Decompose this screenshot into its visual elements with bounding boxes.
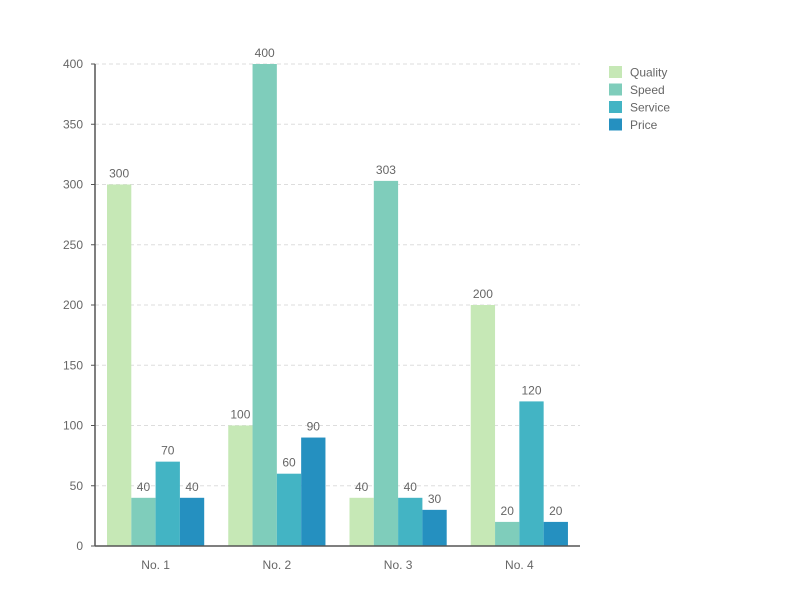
data-label: 60 <box>282 456 296 470</box>
bar-price <box>543 521 568 546</box>
y-tick-label: 50 <box>70 479 84 493</box>
bar-quality <box>107 184 132 546</box>
bar-service <box>519 401 544 546</box>
y-tick-label: 300 <box>63 178 83 192</box>
y-tick-label: 0 <box>76 539 83 553</box>
data-label: 70 <box>161 444 175 458</box>
data-label: 40 <box>185 480 199 494</box>
x-tick-label: No. 2 <box>263 558 292 572</box>
bar-quality <box>470 305 496 546</box>
x-tick-label: No. 4 <box>505 558 534 572</box>
data-label: 120 <box>521 383 541 397</box>
bar-service <box>155 461 180 546</box>
data-label: 40 <box>355 480 369 494</box>
legend-swatch-price <box>609 118 622 131</box>
y-tick-label: 200 <box>63 298 83 312</box>
legend-label: Price <box>630 118 658 132</box>
data-label: 40 <box>404 480 418 494</box>
legend-swatch-speed <box>609 83 622 96</box>
bar-quality <box>228 425 253 546</box>
legend-swatch-quality <box>609 66 622 78</box>
data-label: 90 <box>307 420 321 434</box>
data-label: 20 <box>501 504 515 518</box>
bar-quality <box>349 497 374 546</box>
data-label: 300 <box>109 167 129 181</box>
bar-speed <box>495 521 520 546</box>
y-tick-label: 150 <box>63 358 83 372</box>
data-label: 400 <box>255 46 275 60</box>
bar-price <box>422 509 447 546</box>
bar-service <box>398 497 423 546</box>
data-label: 303 <box>376 163 396 177</box>
data-label: 40 <box>137 480 151 494</box>
bar-price <box>179 497 205 546</box>
y-tick-label: 100 <box>63 419 83 433</box>
x-tick-label: No. 3 <box>384 558 413 572</box>
legend-label: Quality <box>630 66 667 80</box>
data-label: 30 <box>428 492 442 506</box>
bar-speed <box>373 180 399 546</box>
legend-label: Speed <box>630 83 665 97</box>
data-label: 20 <box>549 504 563 518</box>
data-label: 100 <box>230 408 250 422</box>
bar-price <box>301 437 326 546</box>
legend-label: Service <box>630 101 670 115</box>
legend-swatch-service <box>609 101 622 113</box>
y-tick-label: 250 <box>63 238 83 252</box>
data-label: 200 <box>473 287 493 301</box>
y-tick-label: 400 <box>63 57 83 71</box>
bar-service <box>276 473 302 546</box>
x-tick-label: No. 1 <box>141 558 170 572</box>
bar-speed <box>252 64 277 546</box>
y-tick-label: 350 <box>63 117 83 131</box>
bar-speed <box>131 497 156 546</box>
